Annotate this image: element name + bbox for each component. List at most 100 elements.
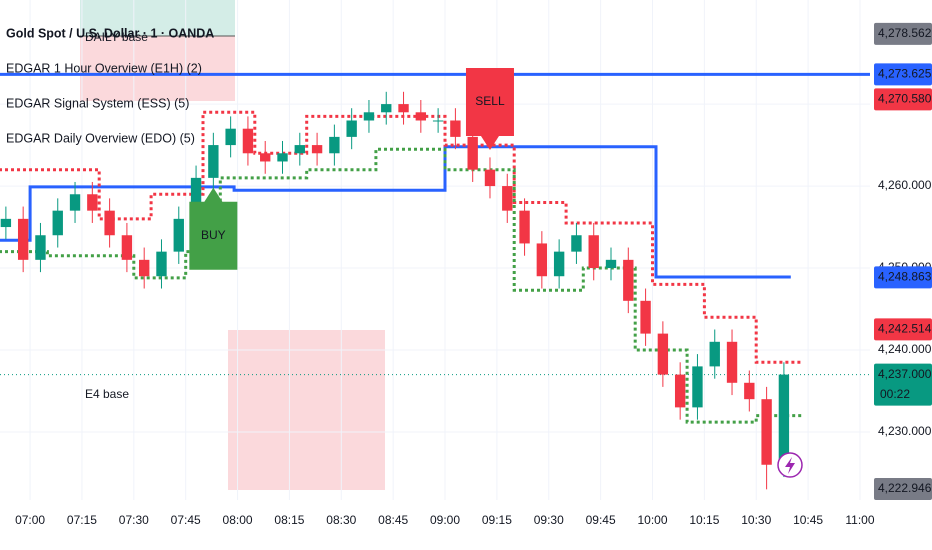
- candle-body: [208, 145, 219, 178]
- price-tag-label: 4,248.863: [878, 270, 932, 284]
- candle-body: [761, 399, 772, 465]
- candle-body: [674, 374, 686, 408]
- candle-body: [260, 153, 271, 162]
- price-tag-label: 4,222.946: [878, 481, 932, 495]
- candle-body: [536, 243, 548, 277]
- x-tick-label: 11:00: [845, 513, 874, 527]
- signal-marker: [189, 187, 238, 270]
- annotation: DAILY base: [85, 30, 148, 44]
- price-tag-label: 4,237.000: [878, 367, 932, 381]
- candle-body: [17, 218, 29, 260]
- candle-body: [744, 382, 755, 400]
- x-tick-label: 07:15: [67, 513, 97, 527]
- price-tag: [874, 63, 932, 86]
- alert-bolt: [785, 457, 795, 474]
- x-tick-label: 10:30: [741, 513, 771, 527]
- price-tag-label: 4,242.514: [878, 322, 932, 336]
- candle-body: [225, 128, 236, 146]
- y-tick-label: 4,240.000: [878, 342, 932, 356]
- x-tick-label: 09:30: [534, 513, 564, 527]
- price-tag: [874, 363, 932, 406]
- x-tick-label: 07:00: [15, 513, 45, 527]
- e4-zone: [228, 330, 385, 490]
- candle-body: [415, 112, 427, 121]
- x-tick-label: 10:15: [689, 513, 719, 527]
- x-tick-label: 08:45: [378, 513, 408, 527]
- candle-body: [450, 120, 461, 137]
- candle-body: [726, 341, 738, 383]
- candle-body: [329, 136, 340, 154]
- candle-body: [190, 177, 202, 219]
- candle-body: [87, 194, 98, 211]
- candle-body: [571, 235, 582, 252]
- candles: [0, 91, 790, 490]
- candle-body: [519, 210, 530, 244]
- candle-body: [139, 259, 150, 277]
- indicator-name[interactable]: EDGAR Daily Overview (EDO) (5): [6, 131, 195, 145]
- daily-zone-upper: [80, 0, 235, 36]
- x-tick-label: 08:30: [326, 513, 356, 527]
- candle-body: [657, 333, 669, 375]
- candle-body: [381, 104, 392, 113]
- candle-body: [640, 300, 651, 334]
- indicator-lines: [0, 72, 870, 424]
- candle-body: [294, 145, 305, 154]
- candle-body: [52, 210, 63, 236]
- price-tag: [874, 478, 932, 500]
- indicator-line: [0, 147, 802, 424]
- candle-body: [502, 186, 513, 211]
- price-tag: [874, 266, 932, 289]
- candle-body: [0, 218, 12, 228]
- candle-body: [432, 120, 444, 122]
- candle-body: [173, 218, 184, 252]
- signal-label: SELL: [475, 94, 505, 108]
- price-tags: 4,278.562 4,273.625 4,270.580 4,248.863 4,24…: [874, 22, 932, 500]
- candle-body: [363, 112, 375, 121]
- daily-zone-lower: [80, 36, 235, 101]
- candle-body: [156, 251, 167, 277]
- candle-body: [104, 210, 115, 236]
- x-tick-label: 09:45: [586, 513, 616, 527]
- price-tag: [874, 318, 932, 341]
- candle-body: [553, 251, 565, 277]
- candle-body: [778, 374, 790, 465]
- x-tick-label: 07:30: [119, 513, 149, 527]
- candle-body: [121, 235, 133, 260]
- indicator-name[interactable]: EDGAR 1 Hour Overview (E1H) (2): [6, 61, 202, 75]
- x-tick-label: 10:45: [793, 513, 823, 527]
- indicator-line: [0, 110, 802, 364]
- candle-body: [588, 235, 599, 269]
- candle-body: [709, 341, 720, 367]
- indicator-line: [0, 145, 791, 279]
- y-tick-label: 4,230.000: [878, 424, 932, 438]
- price-tag: [874, 88, 932, 111]
- price-tag-label: 4,278.562: [878, 26, 932, 40]
- x-tick-label: 09:00: [430, 513, 460, 527]
- y-tick-label: 4,260.000: [878, 178, 932, 192]
- candle-body: [277, 153, 288, 162]
- candle-body: [35, 235, 46, 260]
- x-tick-label: 09:15: [482, 513, 512, 527]
- candle-body: [605, 259, 617, 269]
- candle-body: [484, 169, 496, 187]
- candle-body: [242, 128, 254, 154]
- annotation: E4 base: [85, 387, 129, 401]
- signal-marker: [465, 68, 514, 150]
- price-tag: [874, 22, 932, 45]
- candle-body: [311, 145, 323, 154]
- indicator-name[interactable]: EDGAR Signal System (ESS) (5): [6, 96, 189, 110]
- x-tick-label: 07:45: [171, 513, 201, 527]
- candle-body: [69, 194, 81, 211]
- grid: [0, 0, 870, 500]
- x-tick-label: 08:15: [274, 513, 304, 527]
- candle-body: [398, 104, 409, 113]
- countdown: 00:22: [880, 387, 910, 401]
- candle-body: [692, 366, 703, 408]
- price-tag-label: 4,270.580: [878, 92, 932, 106]
- candle-body: [467, 136, 478, 170]
- symbol-title: Gold Spot / U.S. Dollar · 1 · OANDA: [6, 26, 214, 40]
- candle-body: [623, 259, 634, 301]
- x-tick-label: 08:00: [223, 513, 253, 527]
